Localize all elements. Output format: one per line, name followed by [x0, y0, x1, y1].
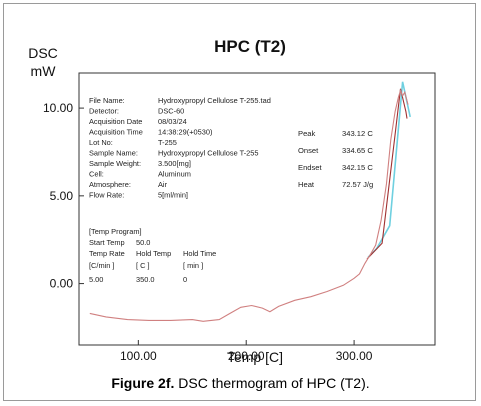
result-label: Endset	[298, 163, 323, 172]
result-label: Onset	[298, 146, 319, 155]
program-value-rate: 5.00	[89, 275, 103, 284]
info-label: Sample Name:	[89, 149, 138, 158]
x-tick-label: 300.00	[336, 349, 373, 363]
y-axis-label-line1: DSC	[28, 45, 58, 61]
result-value: 72.57 J/g	[342, 180, 373, 189]
start-temp-label: Start Temp	[89, 238, 125, 247]
result-value: 342.15 C	[342, 163, 373, 172]
program-header-hold-time: Hold Time	[183, 249, 216, 258]
dsc-series-line	[89, 88, 409, 322]
start-temp-value: 50.0	[136, 238, 150, 247]
y-tick-label: 10.00	[43, 101, 73, 115]
info-label: Flow Rate:	[89, 191, 124, 200]
info-value: Hydroxypropyl Cellulose T-255.tad	[158, 96, 271, 105]
info-value: 5[ml/min]	[158, 191, 188, 200]
overlay-line	[367, 81, 411, 258]
info-value: DSC-60	[158, 107, 184, 116]
info-value: Hydroxypropyl Cellulose T-255	[158, 149, 259, 158]
program-unit-hold-temp: [ C ]	[136, 261, 150, 270]
info-label: Acquisition Date	[89, 117, 142, 126]
info-panel: File Name: Hydroxypropyl Cellulose T-255.…	[89, 96, 271, 200]
temp-program-panel: [Temp Program] Start Temp 50.0 Temp Rate…	[89, 227, 216, 284]
program-value-hold-temp: 350.0	[136, 275, 155, 284]
figure-caption-label: Figure 2f.	[111, 375, 175, 391]
result-value: 334.65 C	[342, 146, 373, 155]
info-label: Cell:	[89, 170, 104, 179]
x-tick-label: 200.00	[228, 349, 265, 363]
figure-frame	[3, 3, 476, 401]
program-header-hold-temp: Hold Temp	[136, 249, 171, 258]
info-value: Air	[158, 180, 168, 189]
info-label: Sample Weight:	[89, 159, 141, 168]
result-label: Peak	[298, 129, 316, 138]
result-value: 343.12 C	[342, 129, 373, 138]
y-axis-label-line2: mW	[31, 63, 57, 79]
program-unit-rate: [C/min ]	[89, 261, 114, 270]
x-tick-label: 100.00	[120, 349, 157, 363]
info-label: Lot No:	[89, 138, 113, 147]
y-tick-label: 5.00	[50, 189, 74, 203]
y-tick-label: 0.00	[50, 277, 74, 291]
temp-program-title: [Temp Program]	[89, 227, 142, 236]
program-header-rate: Temp Rate	[89, 249, 125, 258]
info-value: 08/03/24	[158, 117, 187, 126]
figure-caption: Figure 2f. DSC thermogram of HPC (T2).	[0, 375, 481, 391]
chart-title: HPC (T2)	[214, 37, 286, 56]
program-value-hold-time: 0	[183, 275, 187, 284]
figure-caption-text: DSC thermogram of HPC (T2).	[178, 375, 370, 391]
info-value: 3.500[mg]	[158, 159, 191, 168]
info-label: Detector:	[89, 107, 119, 116]
result-label: Heat	[298, 180, 315, 189]
info-value: 14:38:29(+0530)	[158, 128, 212, 137]
info-label: Atmosphere:	[89, 180, 131, 189]
overlay-line	[366, 88, 408, 260]
x-axis-label: Temp [C]	[227, 349, 283, 365]
info-label: File Name:	[89, 96, 125, 105]
program-unit-hold-time: [ min ]	[183, 261, 203, 270]
info-value: T-255	[158, 138, 177, 147]
info-label: Acquisition Time	[89, 128, 143, 137]
results-panel: Peak 343.12 C Onset 334.65 C Endset 342.15 C H…	[298, 129, 373, 189]
info-value: Aluminum	[158, 170, 191, 179]
plot-frame	[78, 72, 436, 346]
